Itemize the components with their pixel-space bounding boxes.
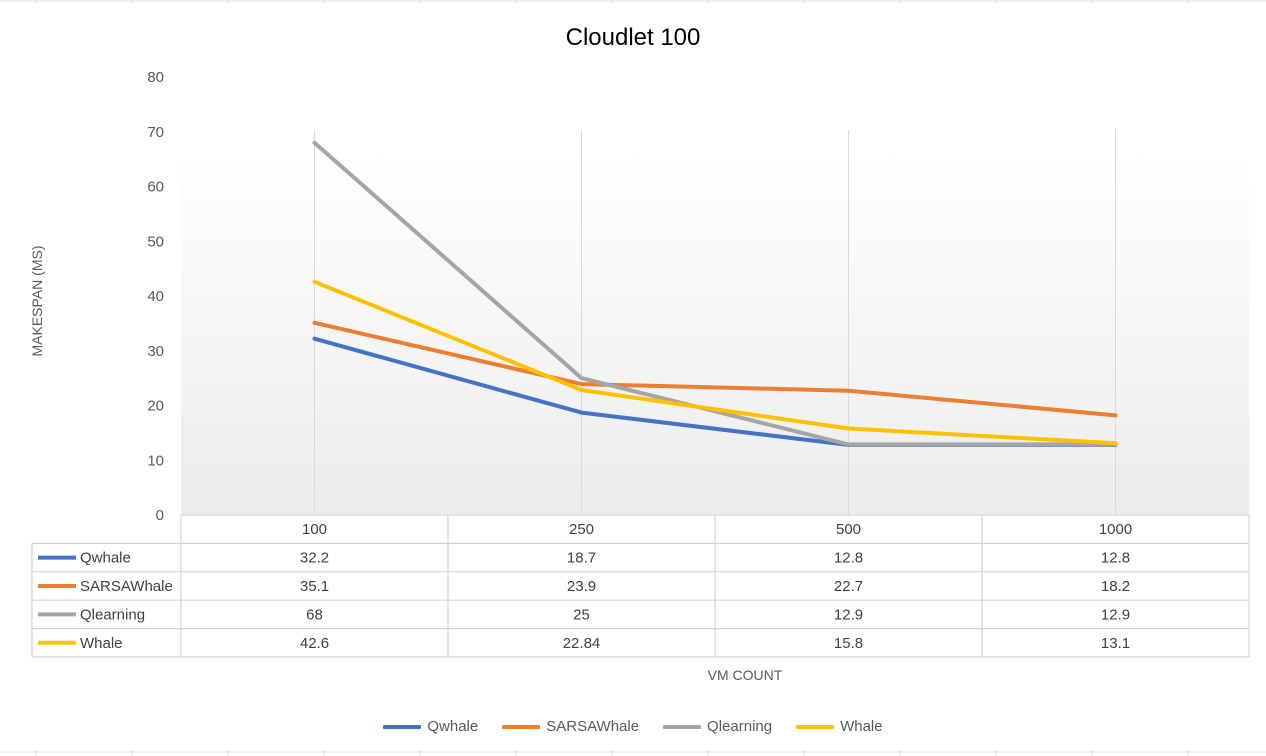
table-value-cell: 18.7: [567, 550, 596, 567]
y-axis-title-text: MAKESPAN (MS): [29, 245, 45, 357]
y-tick-label: 60: [147, 179, 164, 196]
y-tick-label: 10: [147, 452, 164, 469]
legend-item-whale: Whale: [796, 718, 883, 735]
x-axis-title: VM COUNT: [707, 667, 783, 683]
table-value-cell: 12.8: [834, 550, 863, 567]
chart-title: Cloudlet 100: [565, 24, 701, 51]
table-value-cell: 18.2: [1101, 578, 1130, 595]
x-tick-label: 1000: [1099, 521, 1132, 538]
legend-label: Qwhale: [427, 718, 479, 735]
chart-plot: 0 10 20 30 40 50 60 70 80 100 250 500 1000 Qwhale 32.2…: [31, 69, 1250, 658]
legend-item-sarsawhale: SARSAWhale: [502, 718, 639, 735]
y-tick-label: 80: [147, 69, 164, 86]
y-tick-label: 30: [147, 343, 164, 360]
table-series-name: SARSAWhale: [80, 578, 173, 595]
legend-key: [796, 724, 835, 729]
legend-item-qlearning: Qlearning: [663, 718, 772, 735]
legend-item-qwhale: Qwhale: [383, 718, 478, 735]
table-value-cell: 12.9: [1101, 606, 1130, 623]
y-tick-label: 70: [147, 124, 164, 141]
table-value-cell: 25: [573, 606, 590, 623]
chart-area[interactable]: 0 10 20 30 40 50 60 70 80 100 250 500 1000 Qwhale 32.2…: [0, 4, 1266, 750]
legend-label: SARSAWhale: [546, 718, 640, 735]
table-value-cell: 23.9: [567, 578, 596, 595]
x-tick-label: 100: [302, 521, 327, 538]
table-series-name: Qwhale: [80, 550, 131, 567]
y-tick-label: 0: [156, 507, 164, 524]
legend-key: [502, 724, 541, 729]
table-value-cell: 12.8: [1101, 550, 1130, 567]
table-value-cell: 15.8: [834, 635, 863, 652]
table-value-cell: 22.84: [563, 635, 601, 652]
table-value-cell: 35.1: [300, 578, 329, 595]
y-tick-label: 50: [147, 233, 164, 250]
table-value-cell: 12.9: [834, 606, 863, 623]
series-line-sarsawhale: [312, 320, 1118, 418]
x-tick-label: 500: [836, 521, 861, 538]
table-value-cell: 68: [306, 606, 323, 623]
legend-label: Qlearning: [707, 718, 773, 735]
table-series-name: Qlearning: [80, 606, 145, 623]
table-value-cell: 13.1: [1101, 635, 1130, 652]
plot-area-background: [181, 152, 1249, 515]
table-value-cell: 22.7: [834, 578, 863, 595]
legend-key: [663, 724, 702, 729]
legend: Qwhale SARSAWhale Qlearning Whale: [0, 718, 1266, 735]
y-tick-label: 40: [147, 288, 164, 305]
table-series-name: Whale: [80, 635, 123, 652]
table-value-cell: 42.6: [300, 635, 329, 652]
series-line-whale: [312, 279, 1118, 446]
legend-key: [383, 724, 422, 729]
y-tick-label: 20: [147, 398, 164, 415]
x-tick-label: 250: [569, 521, 594, 538]
legend-label: Whale: [840, 718, 883, 735]
table-value-cell: 32.2: [300, 550, 329, 567]
